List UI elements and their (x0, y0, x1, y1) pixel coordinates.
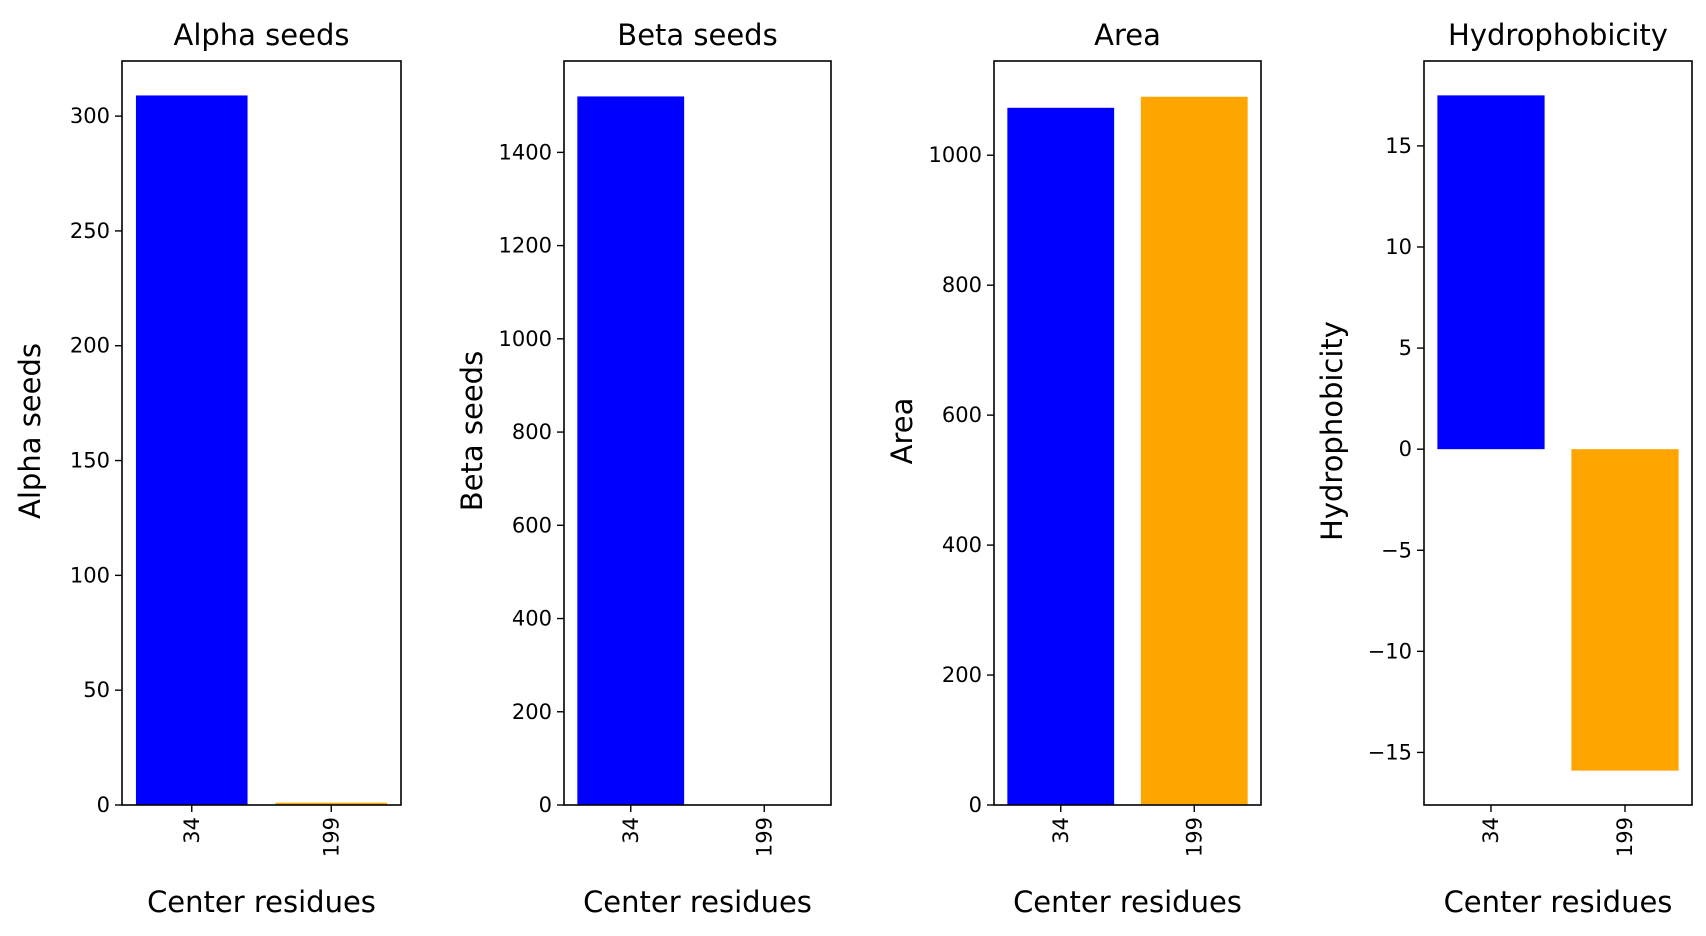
y-tick-label: 400 (512, 607, 552, 631)
bar-34 (135, 95, 248, 805)
x-axis-label: Center residues (583, 885, 812, 919)
subplot-2: 0 200 400 600 800 1000 1200 1400 34 199 Beta seeds… (455, 18, 832, 919)
y-tick-label: 600 (512, 513, 552, 537)
y-axis-label: Beta seeds (455, 351, 489, 511)
y-tick-label: 0 (97, 793, 110, 817)
y-tick-label: 10 (1385, 235, 1412, 259)
y-tick-label: 200 (70, 334, 110, 358)
y-tick-label: 1400 (499, 140, 552, 164)
y-tick-label: 300 (70, 104, 110, 128)
x-tick-label: 199 (319, 817, 343, 857)
bar-199 (1140, 96, 1248, 806)
bar-34 (1007, 107, 1115, 805)
bar-34 (577, 96, 685, 805)
y-tick-label: 800 (512, 420, 552, 444)
x-tick-label: 199 (1182, 817, 1206, 857)
axes-frame (121, 60, 402, 806)
x-axis-label: Center residues (1013, 885, 1242, 919)
y-tick-label: 1000 (929, 143, 982, 167)
y-tick-label: 200 (512, 700, 552, 724)
y-tick-label: 150 (70, 449, 110, 473)
y-tick-label: 100 (70, 563, 110, 587)
x-tick-label: 34 (1479, 817, 1503, 844)
x-tick-label: 199 (752, 817, 776, 857)
y-tick-label: 0 (539, 793, 552, 817)
bar-199 (275, 802, 388, 805)
y-tick-label: 0 (1399, 437, 1412, 461)
y-tick-label: 800 (942, 273, 982, 297)
x-axis-label: Center residues (147, 885, 376, 919)
y-tick-label: −5 (1381, 538, 1412, 562)
subplot-4: −15 −10 −5 0 5 10 15 34 199 Hydrophobicity Center … (1315, 18, 1693, 919)
y-axis-label: Hydrophobicity (1315, 321, 1349, 541)
chart-title: Hydrophobicity (1448, 18, 1668, 52)
bar-34 (1437, 95, 1545, 450)
chart-title: Alpha seeds (174, 18, 350, 52)
y-axis-label: Area (885, 398, 919, 465)
x-tick-label: 199 (1613, 817, 1637, 857)
axes-frame (993, 60, 1262, 806)
bar-199 (1571, 449, 1679, 771)
chart-title: Beta seeds (617, 18, 777, 52)
axes-frame (1423, 60, 1693, 806)
chart-title: Area (1094, 18, 1161, 52)
y-tick-label: −15 (1368, 740, 1412, 764)
x-axis-label: Center residues (1444, 885, 1673, 919)
y-tick-label: 600 (942, 403, 982, 427)
x-tick-label: 34 (180, 817, 204, 844)
y-tick-label: −10 (1368, 639, 1412, 663)
y-axis-label: Alpha seeds (13, 343, 47, 519)
y-tick-label: 400 (942, 533, 982, 557)
axes-frame (563, 60, 832, 806)
y-tick-label: 50 (83, 678, 110, 702)
y-tick-label: 15 (1385, 134, 1412, 158)
y-tick-label: 250 (70, 219, 110, 243)
y-tick-label: 0 (969, 793, 982, 817)
y-tick-label: 1000 (499, 327, 552, 351)
subplot-3: 0 200 400 600 800 1000 34 199 Area Center residue… (885, 18, 1262, 919)
y-tick-label: 5 (1399, 336, 1412, 360)
x-tick-label: 34 (619, 817, 643, 844)
y-tick-label: 200 (942, 663, 982, 687)
x-tick-label: 34 (1049, 817, 1073, 844)
subplot-1: 0 50 100 150 200 250 300 34 199 Alpha seeds Center… (13, 18, 402, 919)
y-tick-label: 1200 (499, 234, 552, 258)
